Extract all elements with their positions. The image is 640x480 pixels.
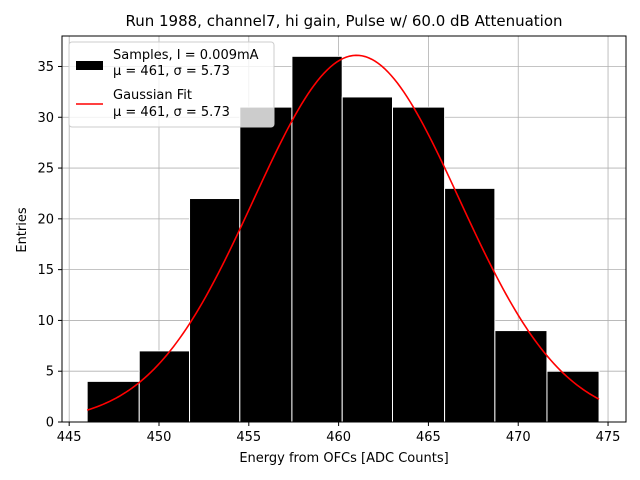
y-tick-label: 15: [37, 263, 54, 278]
x-tick-label: 445: [57, 430, 82, 445]
y-tick-label: 5: [46, 365, 54, 380]
gaussian-fit-curve: [86, 54, 600, 411]
legend: Samples, I = 0.009mA μ = 461, σ = 5.73 G…: [68, 41, 275, 128]
x-tick-label: 475: [596, 430, 621, 445]
histogram-bar: [494, 330, 548, 423]
legend-fit-name: Gaussian Fit: [113, 88, 192, 103]
histogram-bar: [546, 370, 600, 423]
histogram-bar: [291, 55, 343, 423]
x-axis-ticks: 445 450 455 460 465 470 475: [57, 422, 621, 445]
x-tick-label: 470: [506, 430, 531, 445]
x-tick-label: 450: [147, 430, 172, 445]
y-axis-ticks: 0 5 10 15 20 25 30 35: [37, 60, 62, 431]
histogram-bars: [86, 55, 600, 423]
legend-histogram-swatch: [76, 61, 103, 70]
histogram-bar: [391, 106, 446, 423]
legend-histogram-stats: μ = 461, σ = 5.73: [113, 64, 230, 79]
y-tick-label: 35: [37, 60, 54, 75]
y-tick-label: 0: [46, 416, 54, 431]
histogram-bar: [86, 380, 140, 423]
histogram-bar: [444, 187, 496, 423]
x-tick-label: 455: [236, 430, 261, 445]
plot-frame: [61, 35, 627, 423]
chart-title: Run 1988, channel7, hi gain, Pulse w/ 60…: [125, 12, 562, 30]
y-tick-label: 30: [37, 111, 54, 126]
y-axis-label: Entries: [15, 207, 30, 253]
histogram-bar: [239, 106, 293, 423]
y-tick-label: 10: [37, 314, 54, 329]
legend-histogram-name: Samples, I = 0.009mA: [113, 48, 259, 63]
histogram-bar: [341, 96, 393, 423]
x-tick-label: 465: [416, 430, 441, 445]
x-tick-label: 460: [326, 430, 351, 445]
legend-fit-stats: μ = 461, σ = 5.73: [113, 105, 230, 120]
legend-box: [68, 41, 275, 128]
x-axis-label: Energy from OFCs [ADC Counts]: [239, 451, 448, 466]
y-tick-label: 20: [37, 212, 54, 227]
y-tick-label: 25: [37, 162, 54, 177]
histogram-bar: [138, 350, 191, 423]
